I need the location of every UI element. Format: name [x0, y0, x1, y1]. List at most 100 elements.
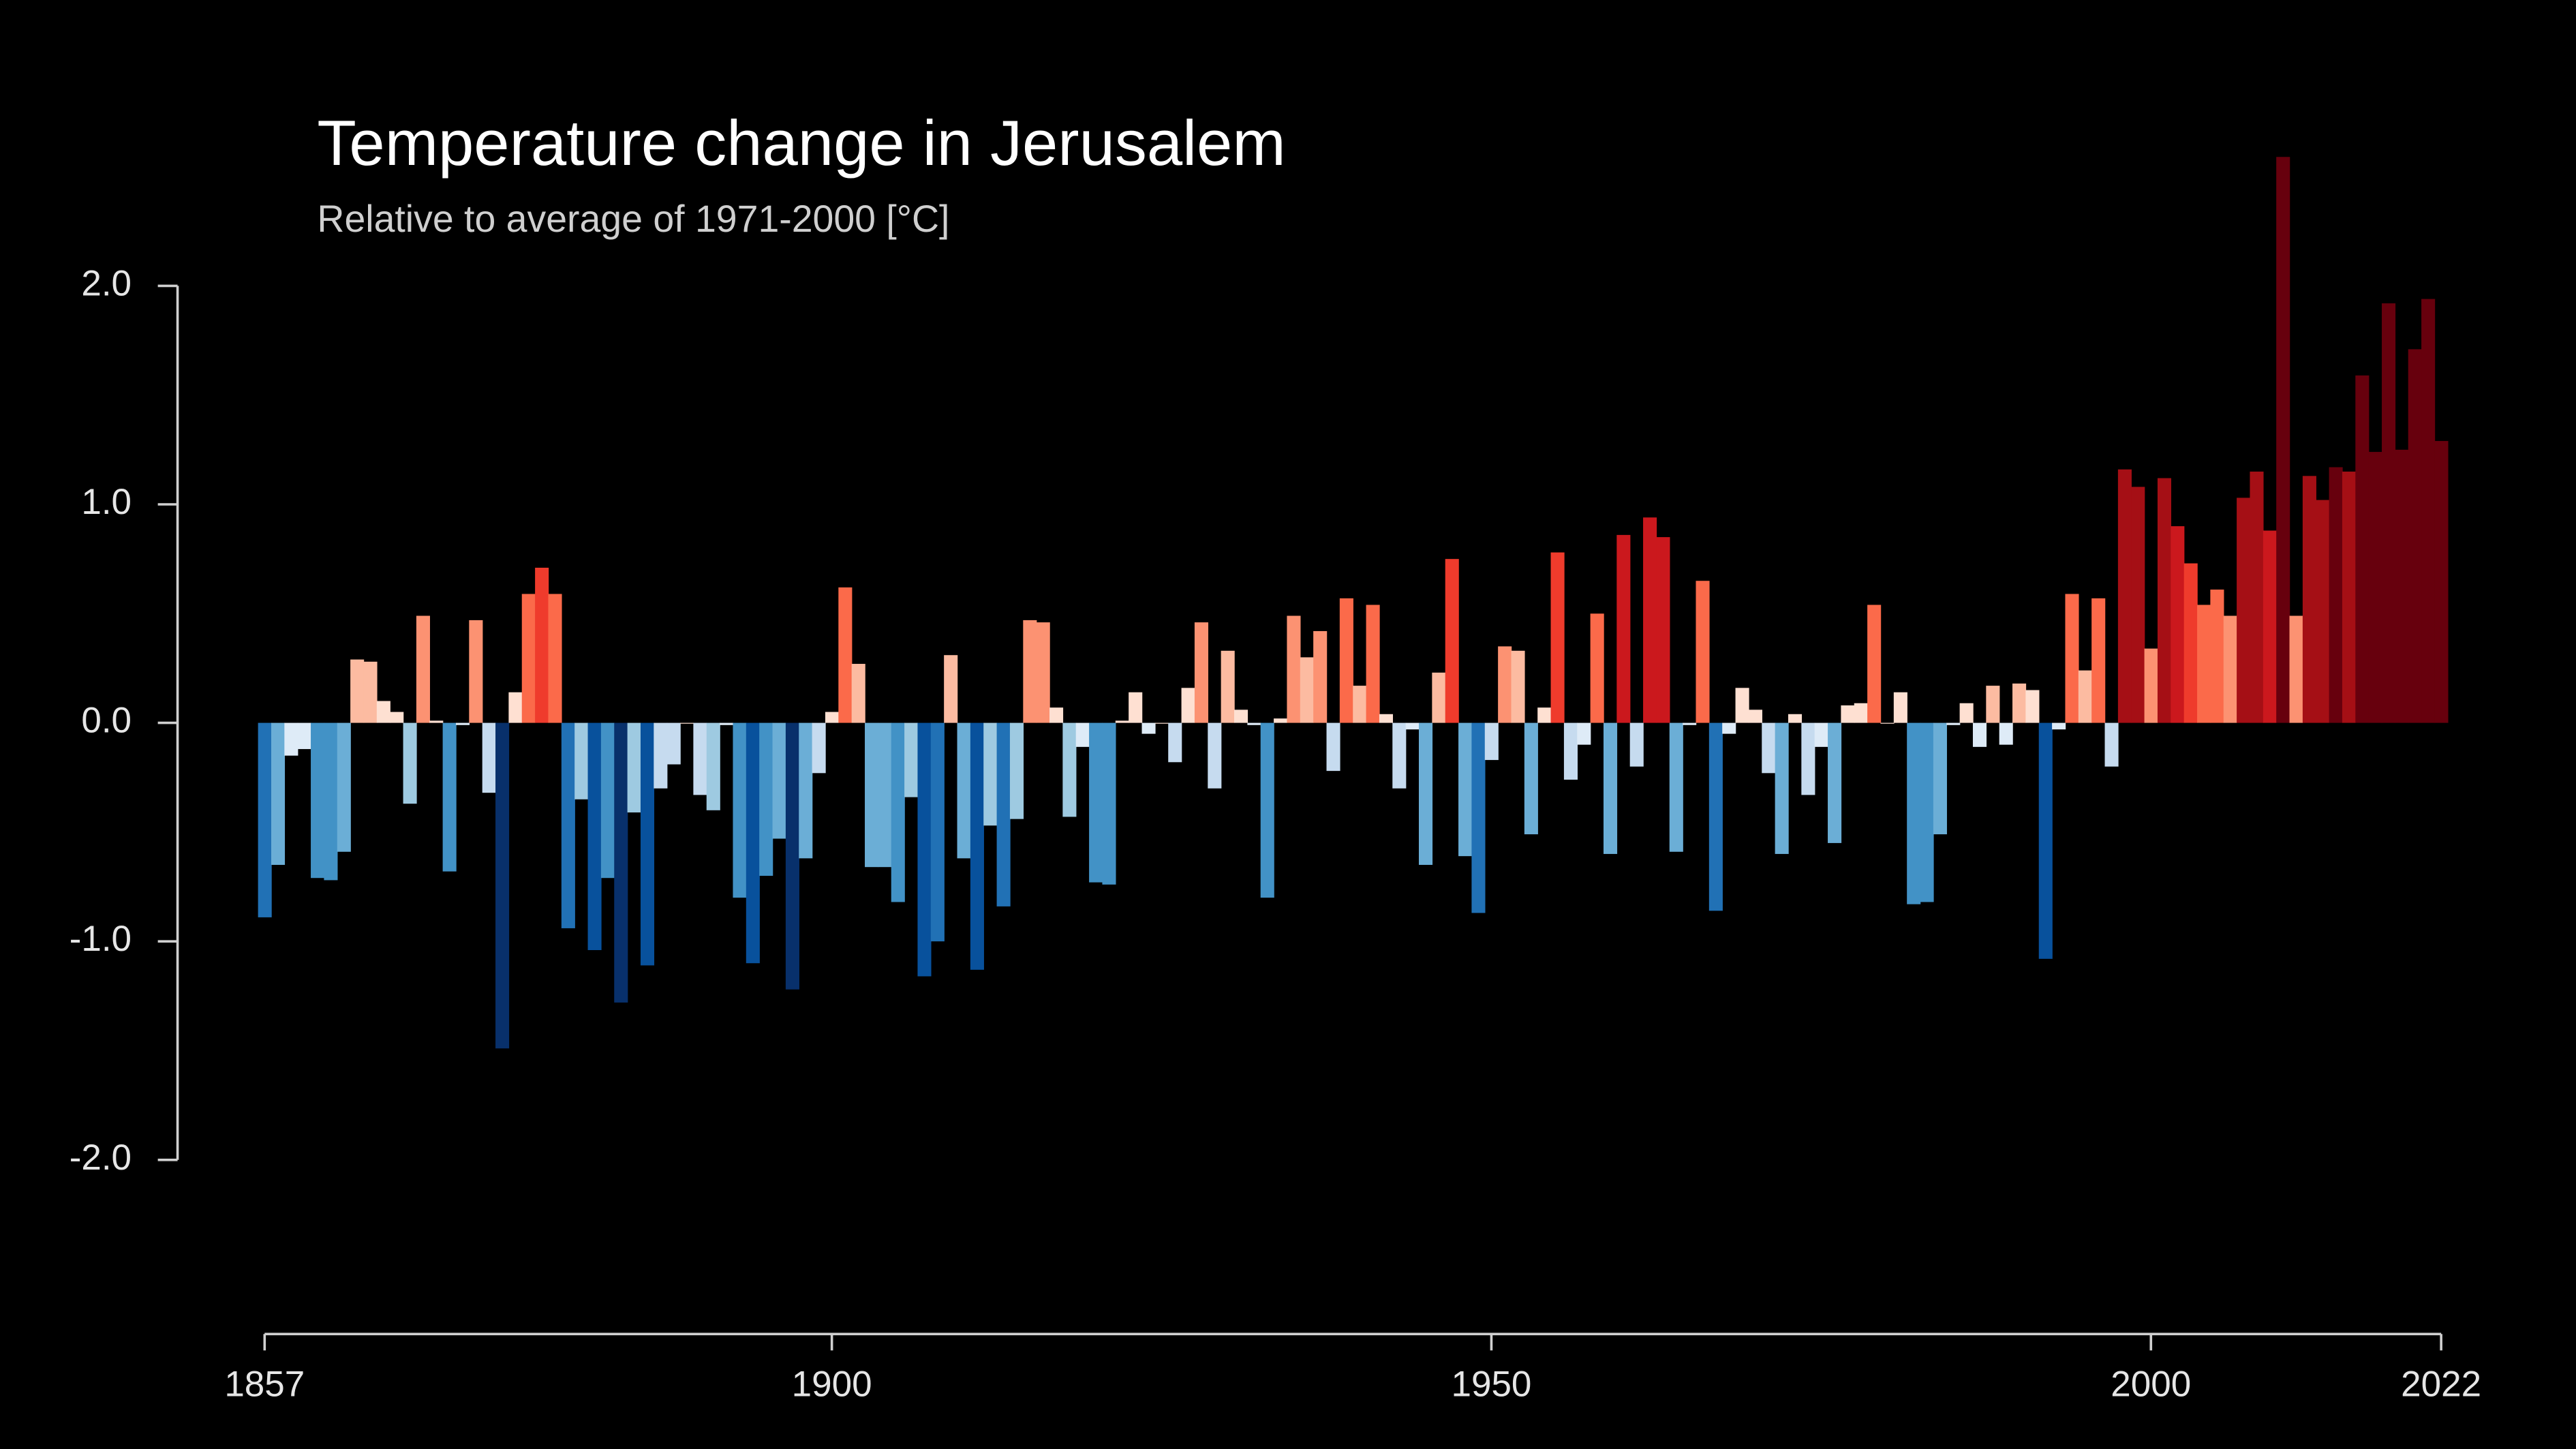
bar: [2091, 598, 2106, 723]
bar: [1590, 613, 1604, 723]
bar: [284, 722, 298, 756]
bar: [917, 722, 932, 977]
bar: [1893, 692, 1907, 723]
bar: [2104, 722, 2119, 767]
bar: [587, 722, 602, 951]
bar: [1683, 722, 1697, 725]
bar: [258, 722, 272, 917]
bar: [2157, 478, 2172, 723]
bar: [1762, 722, 1776, 774]
bar: [1643, 517, 1657, 723]
bar: [2078, 670, 2092, 723]
bar: [1471, 722, 1486, 913]
bar: [2434, 441, 2449, 723]
bar: [1102, 722, 1116, 885]
y-tick-label: -2.0: [70, 1138, 132, 1178]
bar: [614, 722, 628, 1003]
bar: [561, 722, 575, 928]
bar: [1392, 722, 1407, 789]
bar: [1379, 714, 1394, 723]
bar: [1550, 552, 1565, 723]
bar: [2237, 498, 2251, 723]
bar: [1366, 605, 1380, 723]
bar: [878, 722, 892, 868]
bar: [825, 712, 840, 723]
y-tick-label: -1.0: [70, 919, 132, 959]
bar: [1656, 537, 1670, 723]
bar: [1563, 722, 1578, 780]
bar: [1353, 686, 1367, 723]
bar: [1696, 581, 1710, 723]
bar: [1458, 722, 1473, 857]
bar: [2408, 349, 2422, 723]
bar: [1722, 722, 1736, 734]
bar: [2025, 690, 2040, 723]
bar: [957, 722, 971, 859]
bar: [2052, 722, 2066, 730]
bar: [1788, 714, 1803, 723]
bar: [1801, 722, 1815, 795]
bar: [799, 722, 813, 859]
bar: [495, 722, 510, 1049]
bar: [2131, 487, 2145, 723]
bar: [996, 722, 1011, 906]
bar: [311, 722, 325, 879]
bar: [983, 722, 998, 826]
bar: [508, 692, 523, 723]
bar: [271, 722, 286, 865]
bar: [944, 655, 958, 723]
x-tick-label: 1857: [224, 1364, 305, 1404]
bar: [1920, 722, 1934, 902]
bar: [1616, 534, 1631, 723]
bar: [680, 722, 694, 724]
bar: [2421, 299, 2436, 723]
bar: [1260, 722, 1274, 898]
bar: [785, 722, 799, 990]
bar: [1775, 722, 1789, 854]
bar: [1577, 722, 1591, 745]
bar: [1735, 688, 1749, 723]
bar: [1062, 722, 1077, 817]
bar: [1247, 722, 1261, 725]
bar: [1986, 686, 2000, 723]
bar: [1524, 722, 1538, 835]
bar: [706, 722, 720, 810]
bar: [1418, 722, 1433, 865]
bar: [2065, 594, 2079, 723]
bar: [1313, 630, 1328, 723]
bar: [1049, 707, 1064, 723]
bar: [2329, 467, 2343, 723]
bar: [1814, 722, 1828, 747]
bar: [1287, 615, 1301, 723]
bar: [1181, 688, 1195, 723]
bar: [1959, 703, 1974, 723]
y-tick-label: 1.0: [81, 482, 132, 522]
bar: [1115, 720, 1129, 723]
bar: [1445, 559, 1459, 723]
bar: [2342, 471, 2357, 723]
bar: [2012, 683, 2027, 723]
bar: [1208, 722, 1222, 789]
bar: [2289, 615, 2303, 723]
chart-subtitle: Relative to average of 1971-2000 [°C]: [317, 198, 949, 240]
bar: [759, 722, 773, 876]
bar: [2368, 452, 2382, 723]
bar: [891, 722, 905, 902]
bar: [1194, 622, 1209, 723]
bar: [1629, 722, 1644, 767]
bar: [482, 722, 496, 793]
bar: [1009, 722, 1024, 819]
bar: [376, 701, 390, 723]
bar: [1669, 722, 1683, 852]
bar: [2197, 605, 2211, 723]
bar: [851, 664, 865, 723]
bar: [1300, 657, 1314, 723]
x-tick-label: 2022: [2401, 1364, 2481, 1404]
bar: [1854, 703, 1868, 723]
bar: [403, 722, 417, 804]
bar: [1089, 722, 1103, 883]
bar: [442, 722, 457, 872]
bar: [1023, 620, 1037, 723]
